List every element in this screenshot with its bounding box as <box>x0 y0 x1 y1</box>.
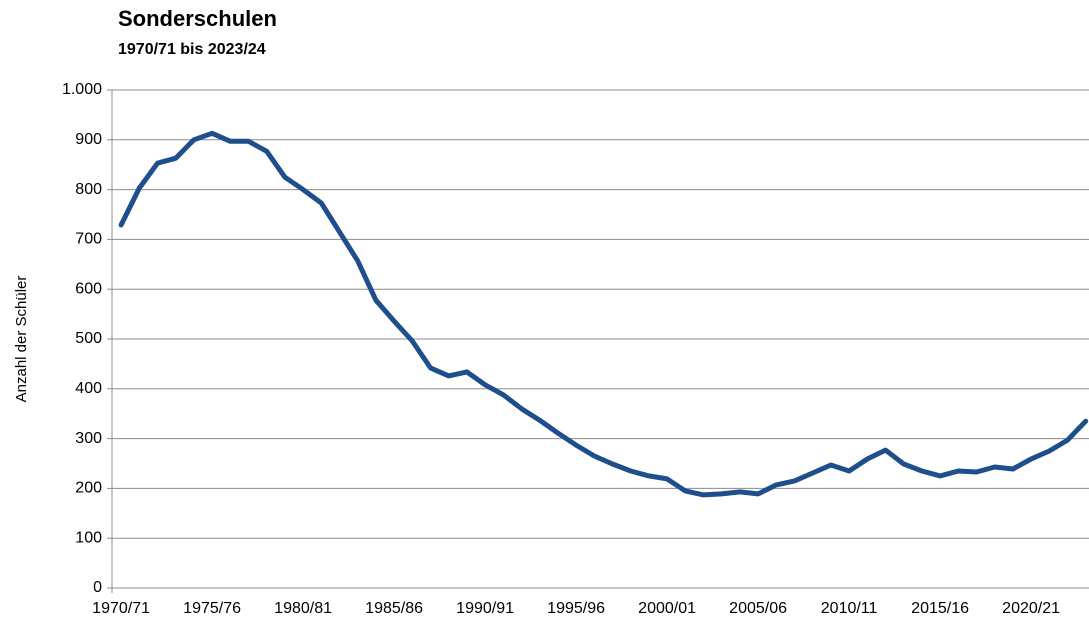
y-tick-label: 500 <box>75 330 102 347</box>
y-tick-label: 900 <box>75 131 102 148</box>
x-tick-label: 1985/86 <box>365 600 423 617</box>
y-tick-label: 800 <box>75 181 102 198</box>
y-tick-label: 400 <box>75 380 102 397</box>
data-line <box>118 130 1089 498</box>
x-tick-label: 2010/11 <box>821 600 878 617</box>
y-tick-label: 0 <box>93 579 102 596</box>
y-axis-label: Anzahl der Schüler <box>13 276 30 403</box>
x-tick-label: 2005/06 <box>729 600 787 617</box>
y-tick-label: 200 <box>75 480 102 497</box>
x-tick-label: 1970/71 <box>92 600 150 617</box>
y-tick-label: 600 <box>75 280 102 297</box>
y-tick-label: 1.000 <box>62 81 102 98</box>
x-tick-label: 1980/81 <box>274 600 332 617</box>
x-tick-label: 1975/76 <box>183 600 241 617</box>
chart-subtitle: 1970/71 bis 2023/24 <box>118 41 266 58</box>
x-tick-label: 2015/16 <box>911 600 969 617</box>
x-tick-label: 1995/96 <box>547 600 605 617</box>
x-tick-label: 1990/91 <box>456 600 514 617</box>
y-tick-label: 700 <box>75 231 102 248</box>
y-tick-label: 100 <box>75 529 102 546</box>
x-tick-label: 2020/21 <box>1002 600 1060 617</box>
chart-title: Sonderschulen <box>118 6 277 31</box>
y-tick-label: 300 <box>75 430 102 447</box>
x-tick-label: 2000/01 <box>638 600 696 617</box>
